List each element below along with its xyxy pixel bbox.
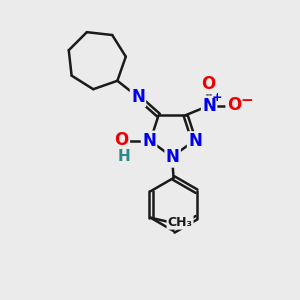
Text: N: N: [202, 97, 216, 115]
Text: H: H: [117, 149, 130, 164]
Text: N: N: [166, 148, 180, 166]
Text: O: O: [201, 75, 216, 93]
Text: −: −: [241, 93, 253, 108]
Text: CH₃: CH₃: [168, 216, 193, 229]
Text: N: N: [142, 132, 156, 150]
Text: O: O: [115, 131, 129, 149]
Text: N: N: [188, 133, 202, 151]
Text: O: O: [227, 96, 241, 114]
Text: +: +: [212, 91, 223, 104]
Text: N: N: [131, 88, 145, 106]
